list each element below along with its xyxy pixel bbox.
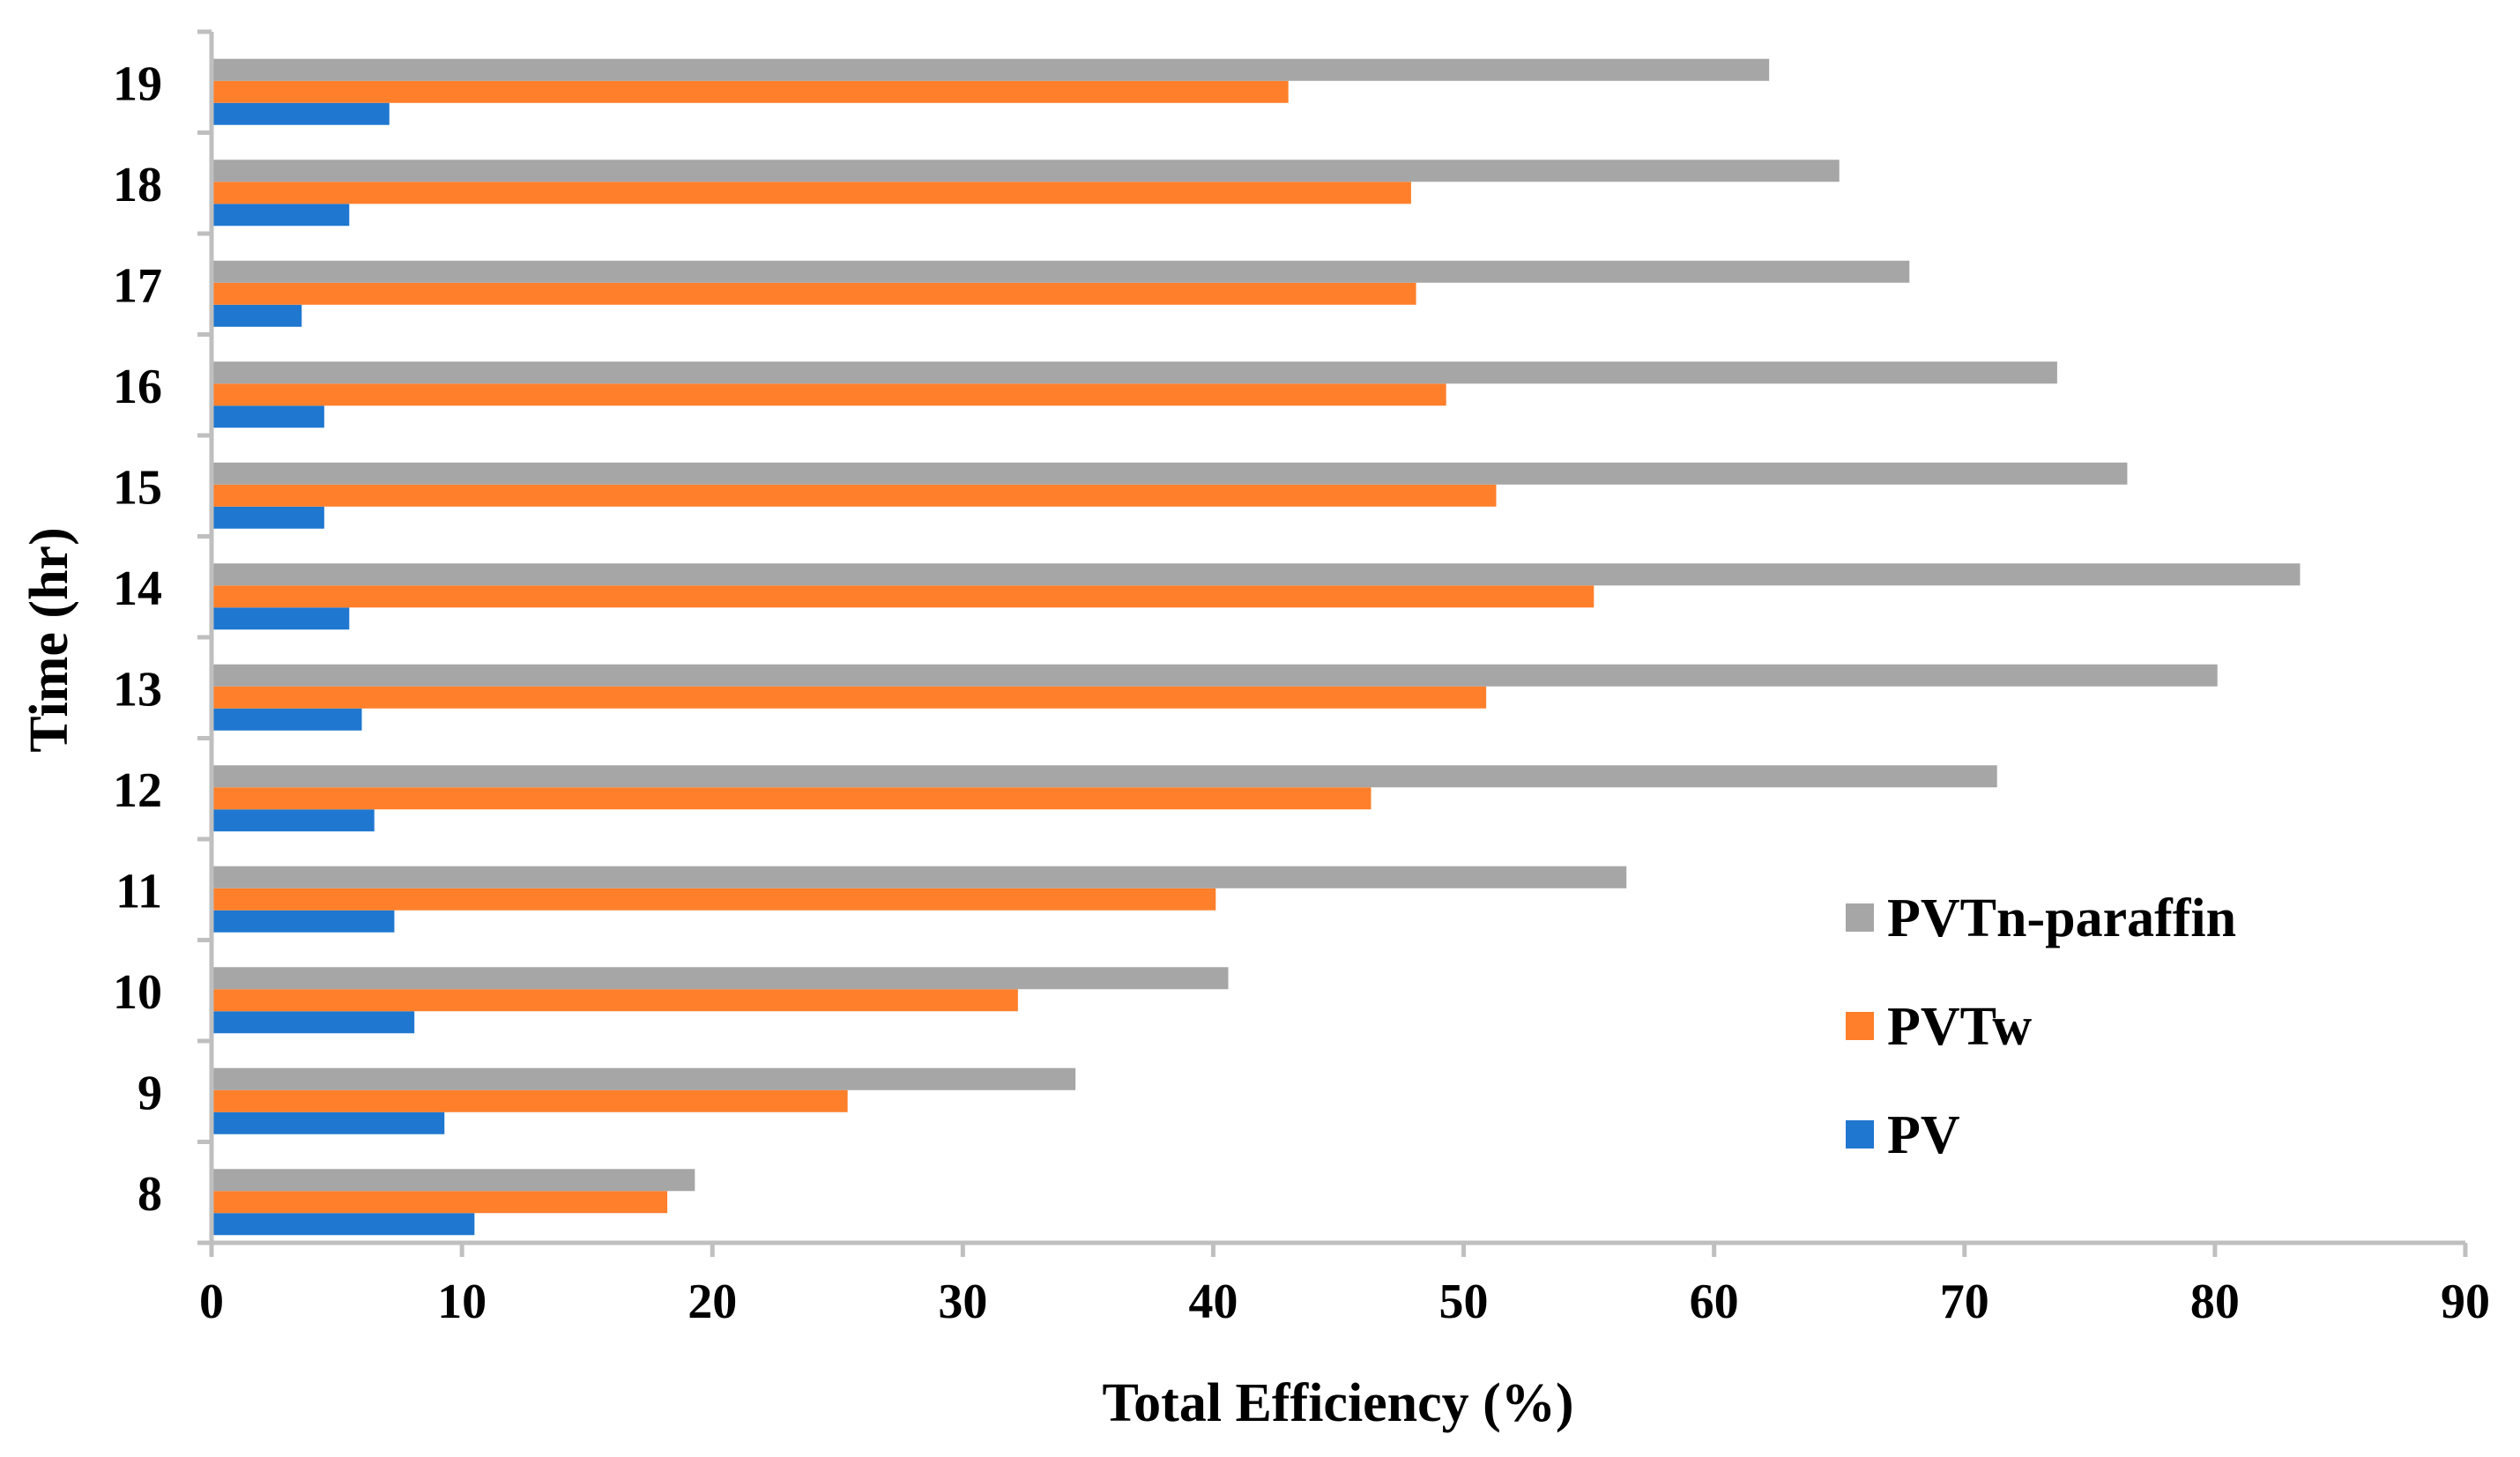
y-tick-label-17: 17 <box>113 258 162 313</box>
y-tick-label-19: 19 <box>113 56 162 111</box>
bar-pv-19 <box>212 102 390 125</box>
y-tick-label-14: 14 <box>113 561 162 616</box>
y-tick-label-18: 18 <box>113 158 162 212</box>
bar-pvtw-18 <box>212 182 1411 204</box>
bar-pv-15 <box>212 506 324 529</box>
x-ticks-group: 0 10 20 30 40 50 60 70 80 90 <box>199 1243 2490 1329</box>
bar-pv-16 <box>212 405 324 428</box>
bar-pv-9 <box>212 1111 445 1134</box>
x-tick-label-10: 10 <box>437 1275 487 1329</box>
bar-pv-17 <box>212 304 302 327</box>
y-tick-label-8: 8 <box>138 1167 162 1222</box>
bar-pvtn-paraffin-10 <box>212 967 1229 990</box>
y-tick-label-15: 15 <box>113 460 162 515</box>
bar-pvtn-paraffin-13 <box>212 664 2218 687</box>
bar-pvtw-12 <box>212 787 1372 810</box>
bar-pvtw-10 <box>212 989 1018 1012</box>
bar-pvtn-paraffin-18 <box>212 160 1840 182</box>
x-tick-label-70: 70 <box>1940 1275 1989 1329</box>
bar-pvtw-17 <box>212 282 1416 305</box>
legend-swatch-pv <box>1846 1120 1874 1149</box>
bar-pvtn-paraffin-14 <box>212 563 2301 586</box>
bar-pv-12 <box>212 809 375 832</box>
x-tick-label-80: 80 <box>2190 1275 2240 1329</box>
y-tick-label-13: 13 <box>113 662 162 717</box>
bar-pvtw-16 <box>212 383 1446 406</box>
x-tick-label-30: 30 <box>938 1275 987 1329</box>
bars-group <box>212 58 2301 1236</box>
bar-pvtw-15 <box>212 484 1497 507</box>
bar-pvtw-13 <box>212 686 1487 709</box>
bar-pvtn-paraffin-19 <box>212 58 1770 81</box>
bar-pv-8 <box>212 1213 475 1236</box>
x-tick-label-0: 0 <box>199 1275 224 1329</box>
x-tick-label-40: 40 <box>1188 1275 1238 1329</box>
y-tick-label-9: 9 <box>138 1066 162 1120</box>
y-tick-label-12: 12 <box>113 763 162 818</box>
bar-pvtn-paraffin-12 <box>212 765 1997 788</box>
bar-pvtw-11 <box>212 888 1216 911</box>
bar-pv-18 <box>212 204 350 227</box>
legend-swatch-pvtn-paraffin <box>1846 903 1874 932</box>
bar-pvtw-19 <box>212 80 1289 103</box>
x-axis-title: Total Efficiency (%) <box>1103 1373 1574 1433</box>
bar-pvtn-paraffin-16 <box>212 361 2057 384</box>
legend-label-pv: PV <box>1887 1105 1960 1165</box>
legend-label-pvtn-paraffin: PVTn-paraffin <box>1887 888 2236 948</box>
bar-pv-14 <box>212 607 350 630</box>
bar-pvtn-paraffin-15 <box>212 462 2128 485</box>
x-tick-label-50: 50 <box>1439 1275 1489 1329</box>
y-tick-label-16: 16 <box>113 360 162 414</box>
bar-pvtw-8 <box>212 1191 668 1214</box>
bar-pvtn-paraffin-17 <box>212 260 1910 283</box>
bar-pv-10 <box>212 1011 415 1034</box>
bar-pv-11 <box>212 910 395 933</box>
y-axis-title: Time (hr) <box>19 527 79 752</box>
x-tick-label-20: 20 <box>688 1275 737 1329</box>
x-tick-label-90: 90 <box>2441 1275 2490 1329</box>
bar-pvtw-14 <box>212 585 1595 608</box>
legend-swatch-pvtw <box>1846 1012 1874 1040</box>
axes-group <box>209 32 2465 1257</box>
bar-pvtn-paraffin-8 <box>212 1169 695 1192</box>
y-tick-label-11: 11 <box>115 864 162 918</box>
legend-label-pvtw: PVTw <box>1887 997 2032 1057</box>
bar-pv-13 <box>212 708 362 731</box>
x-tick-label-60: 60 <box>1690 1275 1739 1329</box>
y-ticks-group: 8 9 10 11 12 13 14 15 16 17 18 19 <box>113 29 212 1245</box>
y-tick-label-10: 10 <box>113 965 162 1020</box>
bar-pvtn-paraffin-11 <box>212 866 1627 888</box>
bar-pvtw-9 <box>212 1089 848 1112</box>
legend: PVTn-paraffin PVTw PV <box>1846 888 2236 1165</box>
bar-pvtn-paraffin-9 <box>212 1067 1076 1090</box>
